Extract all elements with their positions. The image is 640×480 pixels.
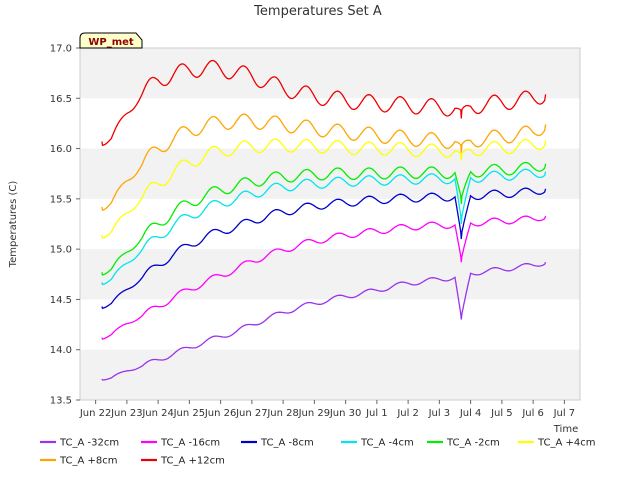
grid-band (80, 249, 580, 300)
legend-label: TC_A -2cm (446, 438, 500, 449)
x-tick-label: Jun 27 (235, 408, 268, 419)
x-tick-label: Jul 2 (396, 408, 419, 419)
legend-label: TC_A +4cm (537, 438, 596, 449)
chart-title: Temperatures Set A (253, 4, 382, 19)
x-axis-title: Time (553, 424, 578, 435)
x-tick-label: Jul 1 (365, 408, 388, 419)
x-tick-label: Jul 3 (428, 408, 451, 419)
y-tick-label: 15.5 (50, 194, 72, 205)
station-badge-label: WP_met (88, 37, 134, 48)
y-axis-title: Temperatures (C) (8, 181, 19, 269)
grid-band (80, 48, 580, 99)
legend-label: TC_A +8cm (59, 456, 118, 467)
x-tick-label: Jun 25 (173, 408, 206, 419)
series-line-3 (101, 187, 547, 310)
y-tick-label: 16.0 (50, 144, 72, 155)
series-line-4 (101, 168, 547, 286)
series-line-6 (101, 138, 547, 239)
series-line-1 (101, 261, 547, 381)
series-line-2 (101, 215, 547, 340)
x-tick-label: Jun 29 (298, 408, 331, 419)
plot-frame (79, 47, 581, 401)
x-tick-label: Jun 30 (329, 408, 362, 419)
y-tick-label: 16.5 (50, 94, 72, 105)
legend-label: TC_A -32cm (59, 438, 119, 449)
x-tick-label: Jul 5 (490, 408, 513, 419)
y-tick-label: 13.5 (50, 396, 72, 407)
x-tick-label: Jun 22 (79, 408, 112, 419)
x-tick-label: Jun 26 (204, 408, 237, 419)
station-badge: WP_met (79, 32, 143, 49)
x-tick-label: Jun 24 (141, 408, 174, 419)
legend-label: TC_A -16cm (160, 438, 220, 449)
series-line-7 (101, 113, 547, 212)
x-tick-label: Jun 23 (110, 408, 143, 419)
legend-label: TC_A +12cm (160, 456, 225, 467)
x-tick-label: Jul 6 (521, 408, 544, 419)
grid-band (80, 349, 580, 400)
series-line-5 (101, 161, 547, 276)
x-tick-label: Jul 4 (459, 408, 482, 419)
x-tick-label: Jul 7 (553, 408, 576, 419)
legend-label: TC_A -4cm (360, 438, 414, 449)
series-line-8 (101, 59, 547, 147)
y-tick-label: 14.5 (50, 295, 72, 306)
x-tick-label: Jun 28 (266, 408, 299, 419)
y-tick-label: 17.0 (50, 44, 72, 55)
legend-label: TC_A -8cm (260, 438, 314, 449)
y-tick-label: 15.0 (50, 245, 72, 256)
y-tick-label: 14.0 (50, 345, 72, 356)
